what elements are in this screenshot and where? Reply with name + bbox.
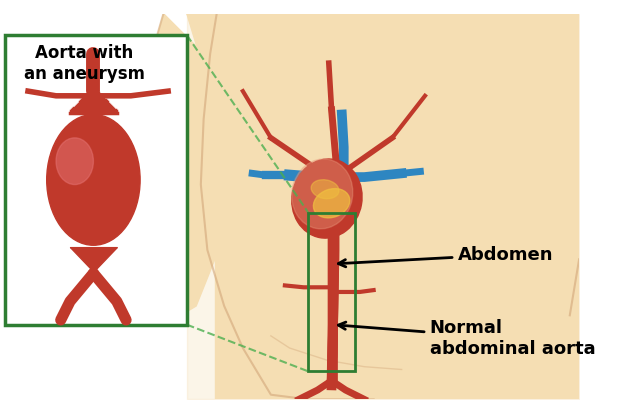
Ellipse shape — [313, 189, 350, 218]
Polygon shape — [187, 14, 579, 399]
Ellipse shape — [271, 334, 420, 409]
Ellipse shape — [311, 180, 339, 199]
Polygon shape — [131, 14, 229, 320]
Ellipse shape — [292, 159, 362, 238]
Text: Normal
abdominal aorta: Normal abdominal aorta — [339, 319, 595, 358]
Ellipse shape — [420, 231, 588, 413]
Bar — [299, 343, 374, 399]
Bar — [5, 35, 187, 325]
Ellipse shape — [215, 0, 588, 413]
Polygon shape — [187, 14, 579, 395]
Text: Abdomen: Abdomen — [339, 246, 553, 267]
Bar — [308, 213, 355, 371]
Polygon shape — [135, 72, 234, 278]
Text: Aorta with
an aneurysm: Aorta with an aneurysm — [24, 45, 144, 83]
Ellipse shape — [292, 159, 353, 229]
Ellipse shape — [46, 114, 140, 245]
Bar — [215, 14, 579, 399]
Ellipse shape — [56, 138, 94, 185]
